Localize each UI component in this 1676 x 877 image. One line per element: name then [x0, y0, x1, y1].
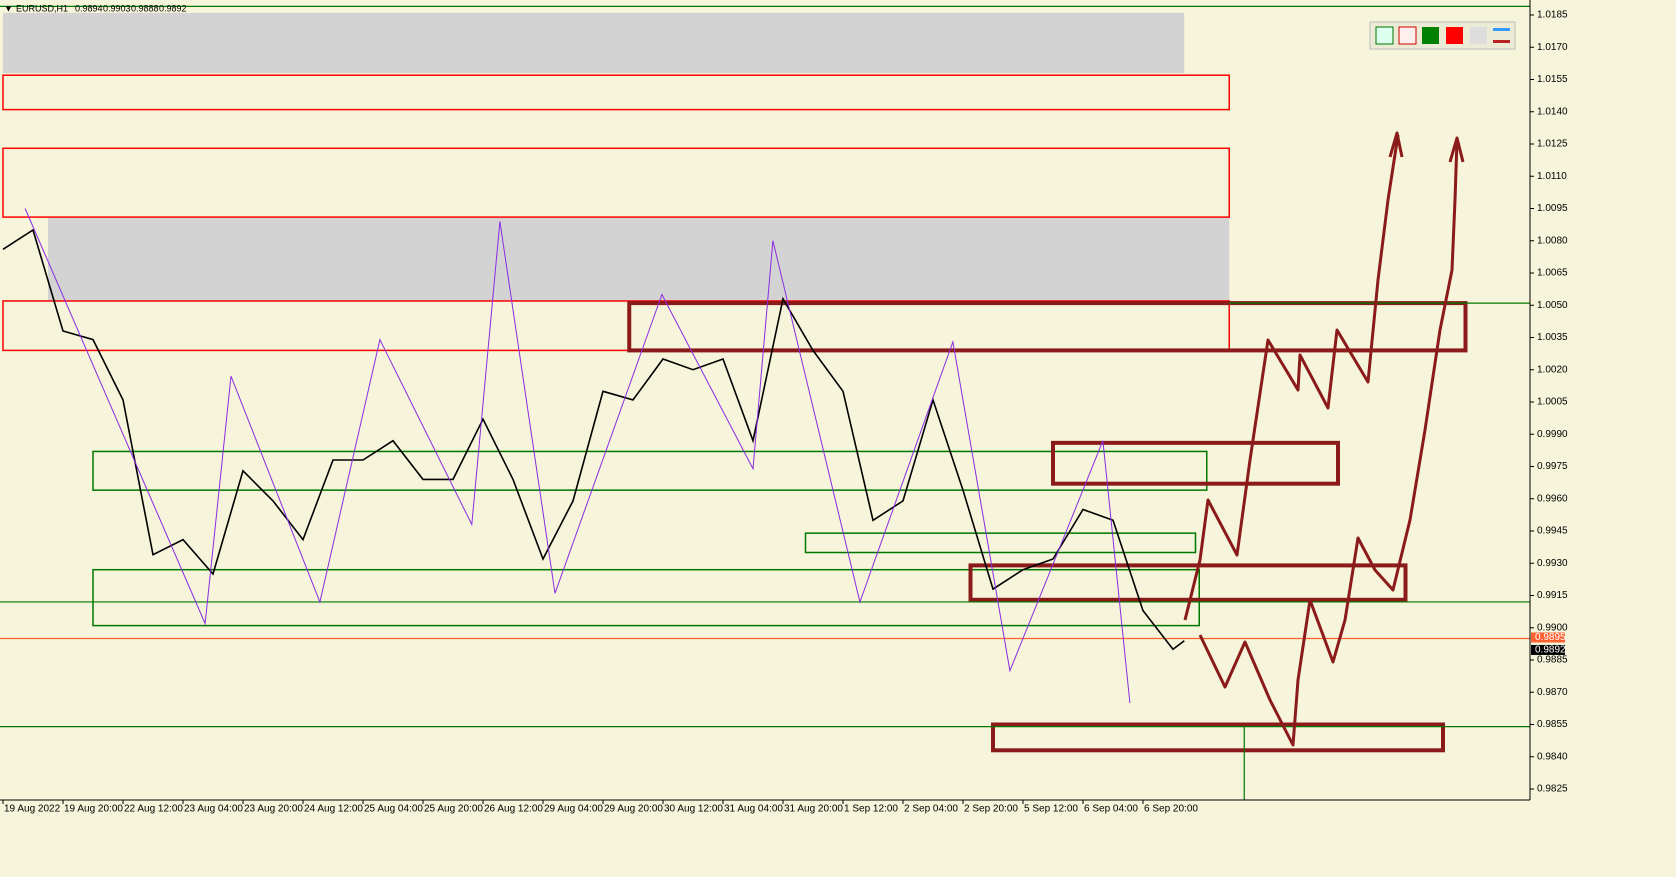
- zone: [92, 568, 1200, 627]
- price-label-box: [1531, 644, 1565, 655]
- zone: [804, 532, 1197, 554]
- y-tick-label: 0.9900: [1537, 622, 1568, 633]
- x-tick-label: 29 Aug 20:00: [604, 804, 663, 815]
- symbol: EURUSD,H1: [16, 3, 68, 13]
- y-tick-label: 1.0155: [1537, 74, 1568, 85]
- arrow-head: [1388, 131, 1404, 158]
- header: ▼ EURUSD,H1 0.9894 0.9903 0.9888 0.9892: [4, 3, 187, 13]
- x-tick-label: 25 Aug 04:00: [364, 804, 423, 815]
- y-tick-label: 0.9975: [1537, 461, 1568, 472]
- series-line: [2, 228, 1185, 651]
- zone: [2, 300, 1230, 352]
- forecast-path: [1183, 134, 1400, 621]
- ohlc-high: 0.9903: [103, 3, 131, 13]
- forecast-drawing: [1183, 131, 1465, 747]
- zone: [991, 722, 1445, 753]
- y-tick-label: 1.0125: [1537, 139, 1568, 150]
- x-tick-label: 31 Aug 04:00: [724, 804, 783, 815]
- forecast-path: [1198, 139, 1459, 747]
- zone: [1051, 440, 1340, 486]
- price-label: 0.9895: [1535, 632, 1566, 643]
- zone: [968, 563, 1408, 602]
- zone: [2, 74, 1230, 111]
- y-tick-label: 0.9945: [1537, 526, 1568, 537]
- y-tick-label: 1.0080: [1537, 235, 1568, 246]
- zone: [92, 450, 1208, 491]
- x-tick-label: 5 Sep 12:00: [1024, 804, 1078, 815]
- y-tick-label: 1.0020: [1537, 364, 1568, 375]
- zone: [2, 147, 1230, 218]
- y-tick-label: 0.9885: [1537, 655, 1568, 666]
- tool-button[interactable]: [1375, 26, 1394, 45]
- x-tick-label: 24 Aug 12:00: [304, 804, 363, 815]
- x-tick-label: 6 Sep 20:00: [1144, 804, 1198, 815]
- y-tick-label: 1.0065: [1537, 268, 1568, 279]
- x-tick-label: 22 Aug 12:00: [124, 804, 183, 815]
- toolbar-bg: [1369, 21, 1516, 50]
- tool-button[interactable]: [1446, 27, 1463, 44]
- x-tick-label: 2 Sep 04:00: [904, 804, 958, 815]
- header-arrow: ▼: [4, 3, 13, 13]
- y-tick-label: 0.9870: [1537, 687, 1568, 698]
- x-tick-label: 19 Aug 2022: [4, 804, 61, 815]
- y-tick-label: 1.0185: [1537, 10, 1568, 21]
- y-tick-label: 0.9990: [1537, 429, 1568, 440]
- y-tick-label: 1.0110: [1537, 171, 1567, 182]
- x-tick-label: 6 Sep 04:00: [1084, 804, 1138, 815]
- y-tick-label: 1.0035: [1537, 332, 1568, 343]
- y-tick-label: 0.9855: [1537, 719, 1568, 730]
- y-tick-label: 1.0170: [1537, 42, 1568, 53]
- price-label: 0.9892: [1535, 645, 1566, 656]
- x-tick-label: 29 Aug 04:00: [544, 804, 603, 815]
- price-label-box: [1531, 632, 1565, 643]
- x-tick-label: 2 Sep 20:00: [964, 804, 1018, 815]
- x-tick-label: 1 Sep 12:00: [844, 804, 898, 815]
- plot-area: [0, 5, 1530, 800]
- y-tick-label: 0.9915: [1537, 590, 1568, 601]
- y-tick-label: 0.9930: [1537, 558, 1568, 569]
- tool-button[interactable]: [1493, 40, 1510, 43]
- x-tick-label: 23 Aug 20:00: [244, 804, 303, 815]
- y-tick-label: 0.9825: [1537, 784, 1568, 795]
- x-tick-label: 23 Aug 04:00: [184, 804, 243, 815]
- ohlc-open: 0.9894: [75, 3, 103, 13]
- series-line: [24, 208, 1131, 704]
- x-tick-label: 31 Aug 20:00: [784, 804, 843, 815]
- x-tick-label: 19 Aug 20:00: [64, 804, 123, 815]
- y-tick-label: 0.9960: [1537, 493, 1568, 504]
- y-tick-label: 0.9840: [1537, 751, 1568, 762]
- x-tick-label: 26 Aug 12:00: [484, 804, 543, 815]
- arrow-head: [1448, 136, 1465, 163]
- y-tick-label: 1.0050: [1537, 300, 1568, 311]
- ohlc-low: 0.9888: [131, 3, 159, 13]
- tool-button[interactable]: [1398, 26, 1417, 45]
- x-tick-label: 25 Aug 20:00: [424, 804, 483, 815]
- x-tick-label: 30 Aug 12:00: [664, 804, 723, 815]
- tool-button[interactable]: [1493, 28, 1510, 31]
- ohlc-close: 0.9892: [159, 3, 187, 13]
- zone: [3, 12, 1185, 74]
- zone: [48, 217, 1230, 301]
- zone: [627, 301, 1468, 353]
- tool-button[interactable]: [1470, 27, 1487, 44]
- y-tick-label: 1.0095: [1537, 203, 1568, 214]
- y-tick-label: 1.0005: [1537, 397, 1568, 408]
- toolbar: [1369, 21, 1516, 50]
- tool-button[interactable]: [1422, 27, 1439, 44]
- y-tick-label: 1.0140: [1537, 106, 1568, 117]
